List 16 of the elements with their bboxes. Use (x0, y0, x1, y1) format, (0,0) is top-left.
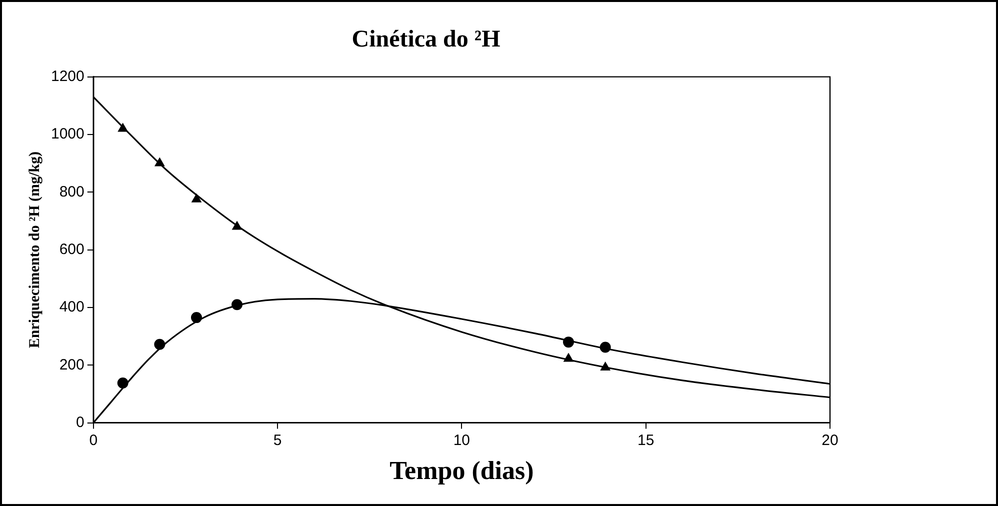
x-tick-label: 15 (638, 432, 654, 449)
y-tick-label: 1000 (50, 126, 84, 143)
y-tick-label: 200 (59, 356, 84, 374)
y-tick-label: 1200 (50, 68, 84, 85)
x-tick-label: 20 (822, 432, 838, 449)
chart-title: Cinética do ²H (352, 26, 501, 53)
y-tick-label: 400 (59, 298, 84, 316)
y-axis-title: Enriquecimento do ²H (mg/kg) (26, 152, 43, 348)
x-tick-label: 0 (89, 432, 98, 449)
x-tick-label: 5 (273, 432, 282, 449)
y-tick-label: 600 (59, 240, 84, 258)
x-axis-title: Tempo (dias) (390, 456, 534, 486)
x-tick-label: 10 (453, 432, 470, 449)
y-tick-label: 0 (76, 414, 84, 431)
point (192, 194, 202, 202)
y-tick-label: 800 (59, 183, 84, 200)
